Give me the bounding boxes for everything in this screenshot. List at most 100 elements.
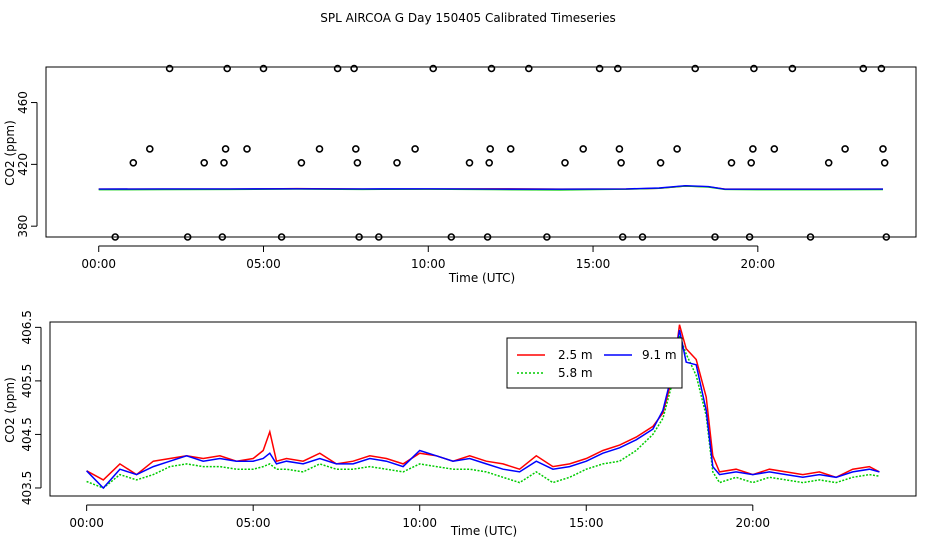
top-point [749,145,757,153]
top-point [351,145,360,153]
top-point [579,145,588,153]
bottom-series-9-1-m [86,329,880,490]
top-point [747,159,756,167]
legend-label-9-1m: 9.1 m [642,348,677,362]
top-point [374,233,383,241]
top-point [691,64,700,73]
top-point [393,159,401,167]
legend-label-5-8m: 5.8 m [558,366,593,380]
top-point [656,159,665,167]
top-point [638,233,647,241]
top-point [200,159,208,167]
top-x-axis-label: Time (UTC) [448,271,515,285]
top-x-axis: 00:00 05:00 10:00 15:00 20:00 [81,245,776,271]
bottom-y-axis: 403.5 404.5 405.5 406.5 [20,310,42,505]
top-point [485,159,494,167]
top-point [183,233,192,241]
top-point [243,145,251,153]
top-x-tick-label: 10:00 [411,257,446,271]
top-y-tick-label: 460 [16,91,30,114]
top-point [506,145,515,153]
top-point [146,145,154,153]
top-point [350,64,358,73]
top-point [615,145,624,153]
top-point [165,64,174,73]
bottom-series-5-8-m [86,335,880,489]
top-x-tick-label: 20:00 [741,257,776,271]
chart-title: SPL AIRCOA G Day 150405 Calibrated Times… [320,11,615,25]
top-x-tick-label: 00:00 [81,257,116,271]
top-point [111,233,119,241]
bottom-x-tick-label: 20:00 [735,516,770,530]
legend: 2.5 m 9.1 m 5.8 m [506,337,683,389]
top-point [315,145,324,153]
top-point [745,233,754,241]
bottom-series-2-5-m [86,324,880,481]
bottom-y-tick-label: 406.5 [20,310,34,344]
bottom-panel: 00:00 05:00 10:00 15:00 20:00 403.5 404.5 405.… [3,310,917,538]
top-y-tick-label: 420 [16,153,30,176]
top-point [524,64,533,73]
top-point [355,233,363,241]
top-point [770,145,779,153]
bottom-x-axis: 00:00 05:00 10:00 15:00 20:00 [69,504,770,530]
top-point [259,64,268,73]
top-point [333,64,342,73]
top-point [877,64,886,73]
top-point [859,64,868,73]
top-point [788,64,797,73]
top-point [882,233,891,241]
top-point [561,159,569,167]
bottom-y-axis-label: CO2 (ppm) [3,377,17,443]
top-y-tick-label: 380 [16,215,30,238]
top-point [711,233,719,241]
top-point [595,64,604,73]
top-y-axis-label: CO2 (ppm) [3,120,17,186]
bottom-x-tick-label: 05:00 [236,516,271,530]
top-point [223,64,231,73]
top-point [447,233,456,241]
top-point [297,159,306,167]
top-point [129,159,138,167]
top-point [483,233,492,241]
top-point [613,64,622,73]
bottom-y-tick-label: 404.5 [20,417,34,451]
top-point [221,145,230,153]
top-point [727,159,736,167]
top-point [879,145,887,153]
top-points-group [111,64,891,241]
top-x-tick-label: 15:00 [576,257,611,271]
bottom-x-axis-label: Time (UTC) [450,524,517,538]
bottom-y-tick-label: 405.5 [20,364,34,398]
top-point [411,145,419,153]
top-x-tick-label: 05:00 [246,257,281,271]
top-point [673,145,681,153]
top-point [750,64,758,73]
top-point [353,159,362,167]
bottom-x-tick-label: 10:00 [402,516,437,530]
legend-box [506,337,683,389]
bottom-y-tick-label: 403.5 [20,471,34,505]
top-point [617,159,625,167]
top-point [486,145,495,153]
legend-label-2-5m: 2.5 m [558,348,593,362]
top-point [543,233,551,241]
top-point [465,159,474,167]
top-series-9-1-m [98,184,884,190]
top-plot-frame [45,66,917,238]
top-point [841,145,849,153]
bottom-series-group [86,324,880,490]
top-point [824,159,833,167]
top-point [429,64,438,73]
top-panel: 00:00 05:00 10:00 15:00 20:00 380 420 460 Time… [3,64,917,285]
top-point [220,159,228,167]
top-point [277,233,286,241]
bottom-x-tick-label: 00:00 [69,516,104,530]
top-y-axis: 380 420 460 [16,91,38,238]
top-point [880,159,889,167]
bottom-x-tick-label: 15:00 [569,516,604,530]
top-point [806,233,815,241]
top-point [618,233,627,241]
top-series-group [98,184,884,191]
